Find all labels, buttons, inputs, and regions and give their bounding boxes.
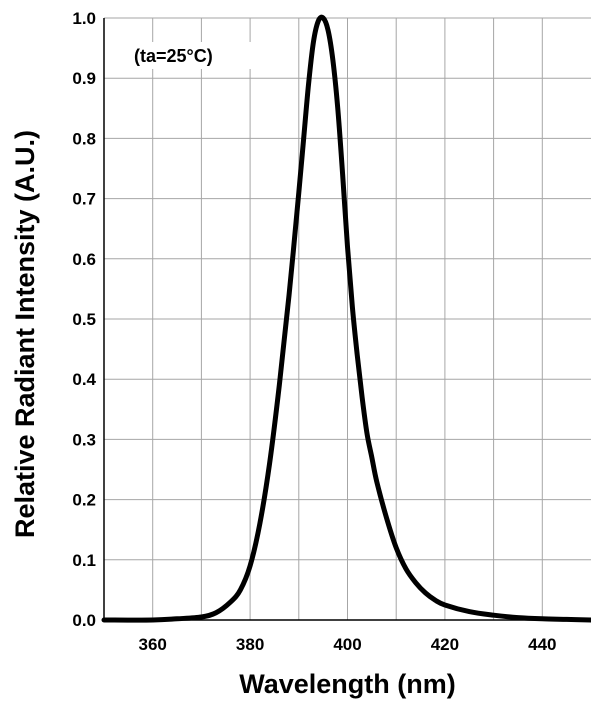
y-axis-title: Relative Radiant Intensity (A.U.) xyxy=(10,130,40,538)
y-tick-label: 0.4 xyxy=(72,370,96,389)
series-line xyxy=(101,14,591,623)
y-tick-label: 0.6 xyxy=(72,250,96,269)
y-tick-label: 0.0 xyxy=(72,611,96,630)
y-tick-label: 0.7 xyxy=(72,190,96,209)
x-tick-label: 440 xyxy=(528,635,556,654)
grid-lines xyxy=(103,17,591,621)
x-tick-labels: 360 380 400 420 440 xyxy=(139,635,557,654)
y-tick-label: 0.1 xyxy=(72,551,96,570)
x-tick-label: 420 xyxy=(431,635,459,654)
y-tick-label: 0.2 xyxy=(72,491,96,510)
y-tick-label: 1.0 xyxy=(72,9,96,28)
y-tick-label: 0.3 xyxy=(72,430,96,449)
temperature-annotation: (ta=25°C) xyxy=(134,46,213,66)
x-axis-title: Wavelength (nm) xyxy=(239,669,456,699)
x-tick-label: 360 xyxy=(139,635,167,654)
x-tick-label: 380 xyxy=(236,635,264,654)
y-tick-label: 0.9 xyxy=(72,69,96,88)
y-tick-labels: 0.0 0.1 0.2 0.3 0.4 0.5 0.6 0.7 0.8 0.9 1.0 xyxy=(72,9,96,630)
y-tick-label: 0.8 xyxy=(72,129,96,148)
y-tick-label: 0.5 xyxy=(72,310,96,329)
x-tick-label: 400 xyxy=(333,635,361,654)
annotation-background xyxy=(128,42,252,69)
